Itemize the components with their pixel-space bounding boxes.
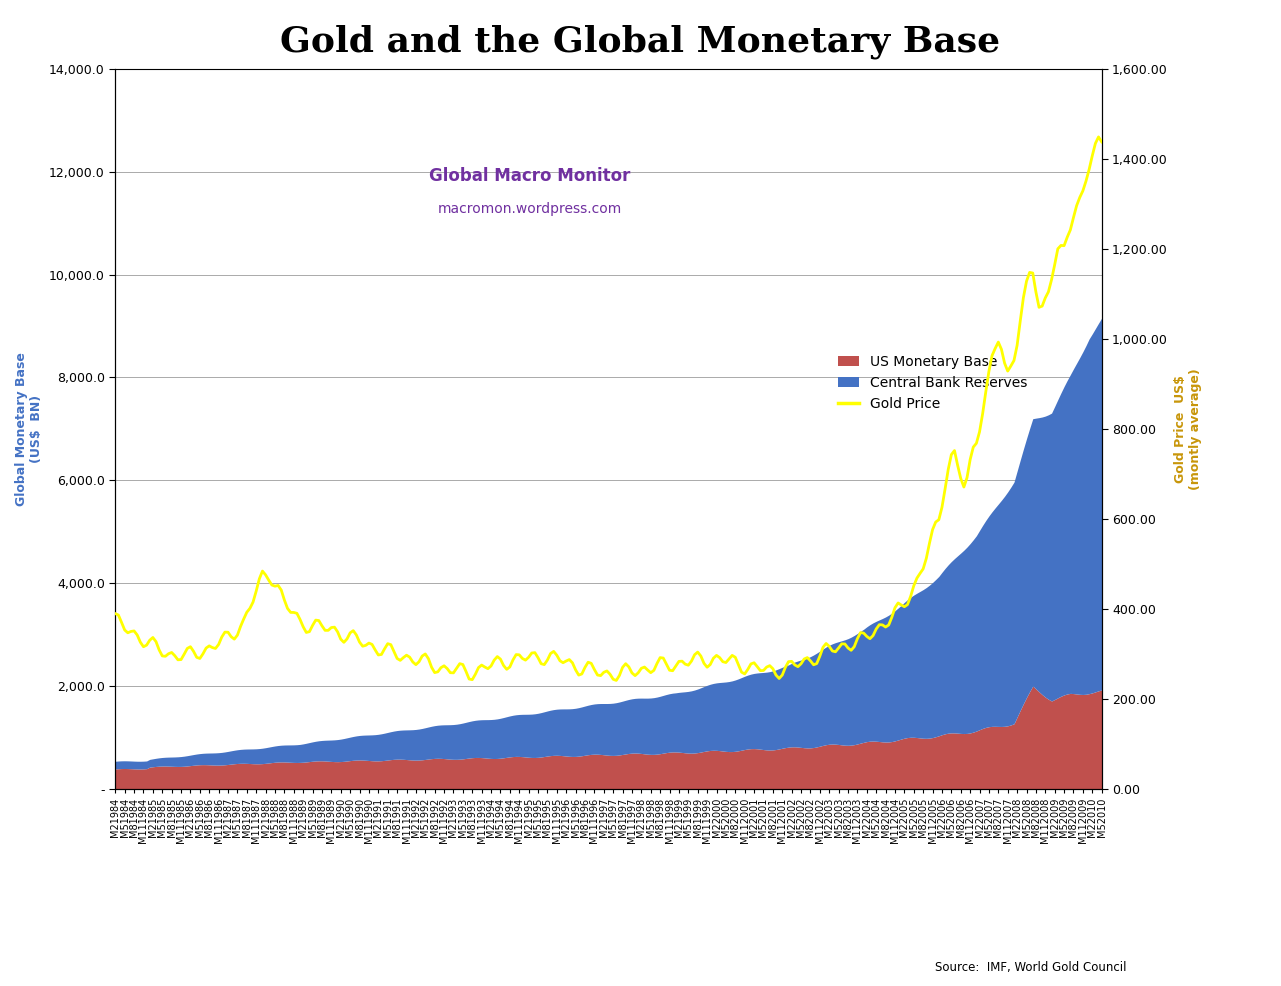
- Text: Source:  IMF, World Gold Council: Source: IMF, World Gold Council: [935, 961, 1126, 974]
- Text: Gold and the Global Monetary Base: Gold and the Global Monetary Base: [281, 25, 1000, 59]
- Legend: US Monetary Base, Central Bank Reserves, Gold Price: US Monetary Base, Central Bank Reserves,…: [833, 349, 1032, 416]
- Text: macromon.wordpress.com: macromon.wordpress.com: [437, 202, 621, 216]
- Text: Global Macro Monitor: Global Macro Monitor: [429, 167, 630, 184]
- Y-axis label: Global Monetary Base
(US$  BN): Global Monetary Base (US$ BN): [15, 352, 44, 506]
- Y-axis label: Gold Price  US$
(montly average): Gold Price US$ (montly average): [1173, 368, 1202, 490]
